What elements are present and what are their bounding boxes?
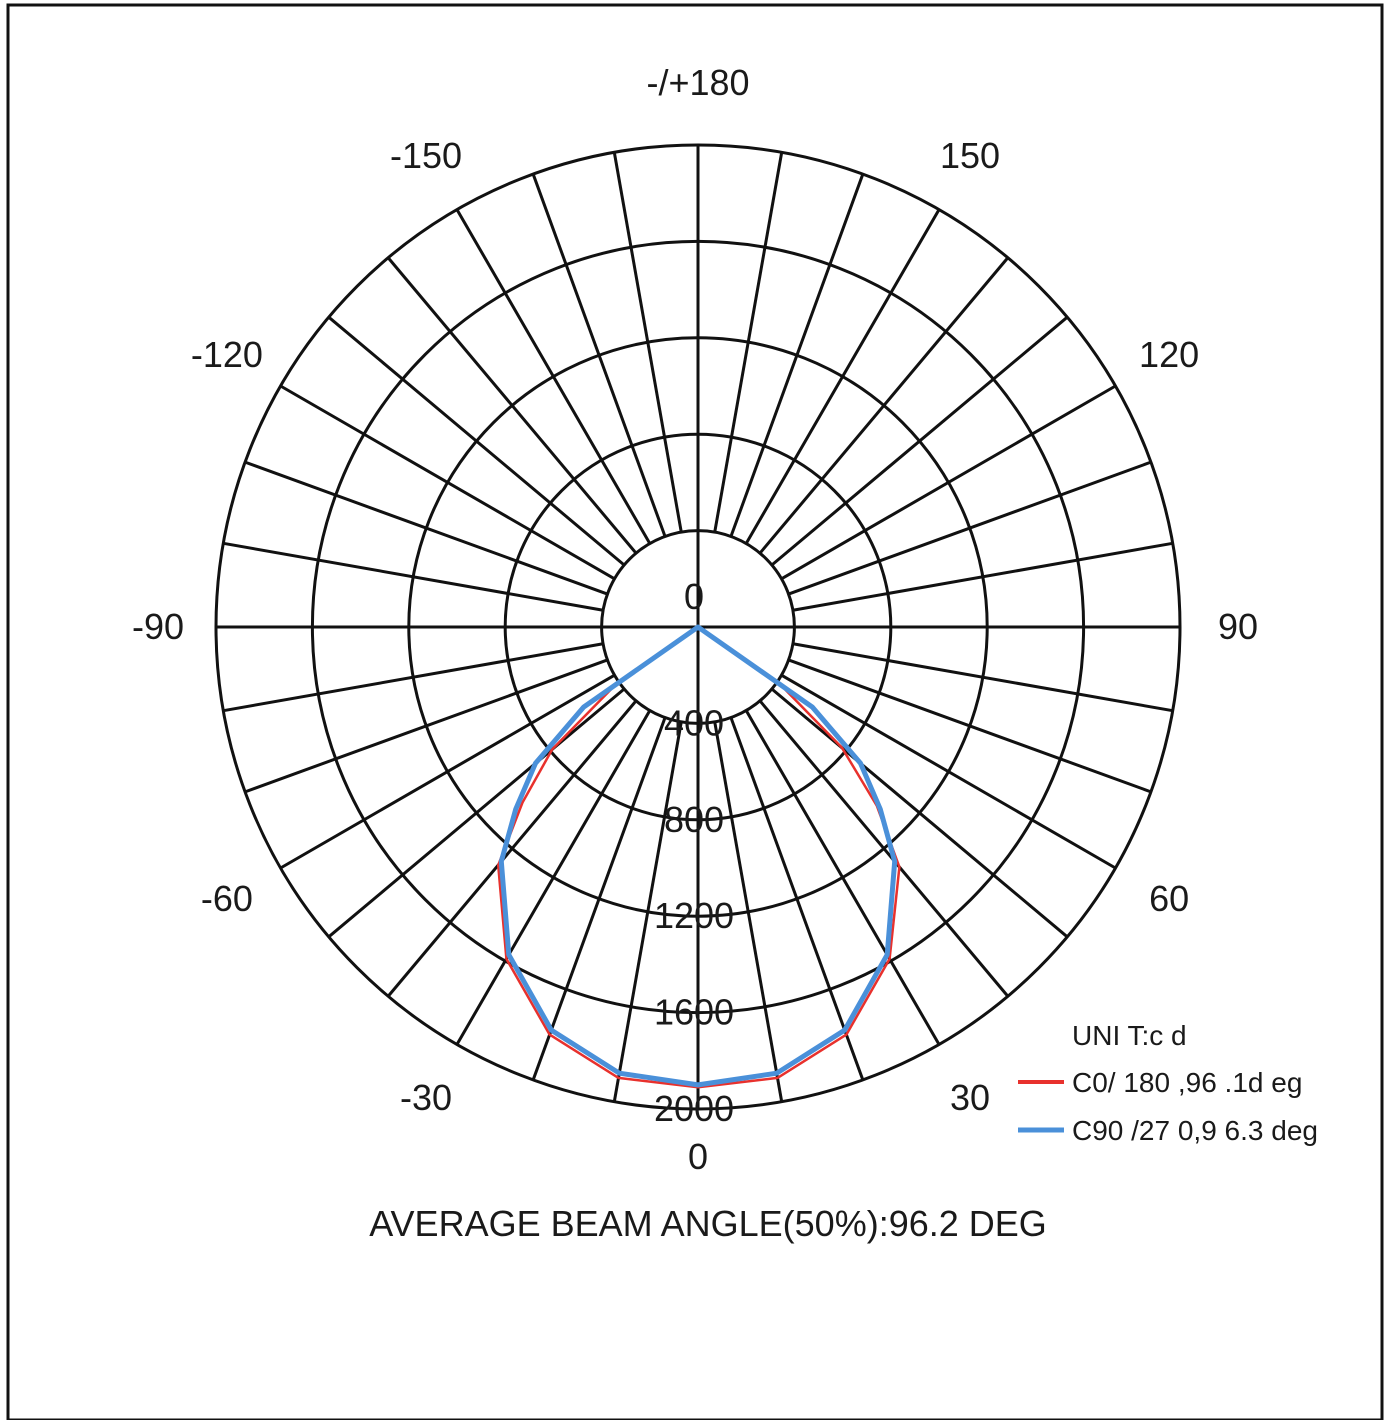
- grid-spoke: [612, 152, 683, 533]
- grid-spoke: [770, 316, 1069, 567]
- grid-spoke: [531, 173, 667, 537]
- grid-spoke: [770, 687, 1069, 938]
- grid-spoke: [279, 673, 616, 870]
- grid-spoke: [279, 384, 616, 581]
- grid-spoke: [780, 673, 1117, 870]
- angle-label: -60: [201, 878, 253, 919]
- grid-spoke: [780, 384, 1117, 581]
- grid-spoke: [387, 699, 638, 998]
- grid-spoke: [455, 709, 652, 1046]
- radial-tick-label: 2000: [654, 1088, 734, 1129]
- grid-spoke: [792, 541, 1173, 612]
- legend-unit: UNI T:c d: [1072, 1020, 1187, 1051]
- grid-spoke: [744, 208, 941, 545]
- grid-spoke: [244, 460, 608, 596]
- legend: UNI T:c d C0/ 180 ,96 .1d eg C90 /27 0,9…: [1018, 1020, 1318, 1146]
- series-curve-1: [498, 624, 898, 1088]
- radial-tick-label: 0: [684, 576, 704, 617]
- polar-grid: [214, 143, 1182, 1111]
- grid-spoke: [744, 709, 941, 1046]
- radial-tick-label: 1200: [654, 895, 734, 936]
- angle-label: -/+180: [646, 62, 749, 103]
- grid-spoke: [788, 460, 1152, 596]
- angle-label: -150: [390, 135, 462, 176]
- legend-label-c90: C90 /27 0,9 6.3 deg: [1072, 1115, 1318, 1146]
- radial-tick-label: 800: [664, 799, 724, 840]
- radial-tick-label: 400: [664, 702, 724, 743]
- grid-spoke: [729, 717, 865, 1081]
- axis-labels: -/+180 150 -150 120 -120 90 -90 60 -60 30 -30 0 0 400…: [132, 62, 1258, 1177]
- grid-spoke: [387, 256, 638, 555]
- grid-spoke: [223, 642, 604, 713]
- angle-label: -90: [132, 606, 184, 647]
- grid-spoke: [327, 316, 626, 567]
- grid-spoke: [612, 721, 683, 1102]
- grid-spoke: [455, 208, 652, 545]
- angle-label: 90: [1218, 606, 1258, 647]
- angle-label: 30: [950, 1077, 990, 1118]
- angle-label: -120: [191, 334, 263, 375]
- grid-spoke: [531, 717, 667, 1081]
- grid-spoke: [729, 173, 865, 537]
- grid-spoke: [244, 658, 608, 794]
- angle-label: 120: [1139, 334, 1199, 375]
- angle-label: 0: [688, 1136, 708, 1177]
- grid-spoke: [792, 642, 1173, 713]
- grid-spoke: [713, 152, 784, 533]
- grid-spoke: [788, 658, 1152, 794]
- angle-label: 60: [1149, 878, 1189, 919]
- angle-label: 150: [940, 135, 1000, 176]
- legend-label-c0: C0/ 180 ,96 .1d eg: [1072, 1067, 1302, 1098]
- grid-spoke: [758, 256, 1009, 555]
- grid-spoke: [327, 687, 626, 938]
- angle-label: -30: [400, 1077, 452, 1118]
- grid-spoke: [713, 721, 784, 1102]
- grid-spoke: [758, 699, 1009, 998]
- intensity-curves: [496, 624, 901, 1089]
- radial-tick-label: 1600: [654, 992, 734, 1033]
- grid-spoke: [223, 541, 604, 612]
- chart-title: AVERAGE BEAM ANGLE(50%):96.2 DEG: [369, 1203, 1047, 1244]
